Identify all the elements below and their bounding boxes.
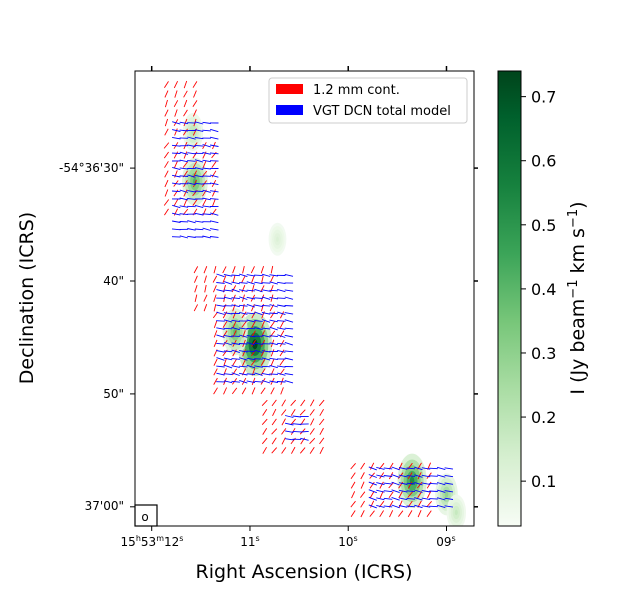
legend: 1.2 mm cont. VGT DCN total model bbox=[269, 78, 467, 123]
vector-7-126 bbox=[262, 366, 271, 367]
intensity-peak-4-level-4 bbox=[276, 237, 279, 242]
colorbar-tick-label-0: 0.1 bbox=[531, 472, 556, 491]
x-tick-label-3: 09s bbox=[436, 534, 455, 549]
vector-7-137 bbox=[269, 374, 278, 375]
colorbar-tick-label-2: 0.3 bbox=[531, 344, 556, 363]
vector-7-104 bbox=[247, 351, 256, 352]
vector-9-52 bbox=[429, 499, 438, 500]
vector-9-19 bbox=[429, 476, 438, 477]
vector-7-5 bbox=[254, 275, 263, 276]
vector-8-8 bbox=[300, 431, 309, 432]
y-tick-label-2: 50" bbox=[103, 387, 124, 401]
x-tick-label-2: 10s bbox=[338, 534, 357, 549]
colorbar-tick-label-4: 0.5 bbox=[531, 216, 556, 235]
colorbar-tick-label-6: 0.7 bbox=[531, 88, 556, 107]
y-tick-labels: -54°36'30" 40" 50" 37'00" bbox=[59, 161, 124, 513]
vector-7-27 bbox=[269, 290, 278, 291]
vector-7-115 bbox=[254, 359, 263, 360]
vector-7-49 bbox=[285, 306, 294, 307]
x-tick-labels: 15h53m12s 11s 10s 09s bbox=[121, 534, 456, 549]
vector-7-148 bbox=[277, 382, 286, 383]
colorbar-label: I (Jy beam−1 km s−1) bbox=[566, 201, 589, 394]
vector-9-41 bbox=[429, 491, 438, 492]
y-tick-label-0: -54°36'30" bbox=[59, 161, 124, 175]
x-axis-label: Right Ascension (ICRS) bbox=[196, 561, 413, 583]
legend-label-cont: 1.2 mm cont. bbox=[313, 83, 400, 98]
y-axis-label: Declination (ICRS) bbox=[16, 212, 38, 384]
y-tick-label-3: 37'00" bbox=[85, 499, 124, 513]
colorbar-gradient bbox=[498, 71, 521, 526]
vector-7-93 bbox=[239, 344, 248, 345]
x-tick-label-0: 15h53m12s bbox=[121, 534, 184, 549]
legend-label-vgt: VGT DCN total model bbox=[313, 104, 451, 119]
vector-7-16 bbox=[262, 283, 271, 284]
legend-swatch-vgt bbox=[276, 105, 303, 115]
colorbar-ticks: 0.1 0.2 0.3 0.4 0.5 0.6 0.7 bbox=[521, 88, 556, 492]
legend-swatch-cont bbox=[276, 84, 303, 94]
y-tick-label-1: 40" bbox=[103, 274, 124, 288]
vector-8-7 bbox=[293, 431, 302, 432]
colorbar-tick-label-3: 0.4 bbox=[531, 280, 556, 299]
vector-9-30 bbox=[429, 483, 438, 484]
vector-7-71 bbox=[224, 328, 233, 329]
vector-9-8 bbox=[429, 468, 438, 469]
x-tick-label-1: 11s bbox=[240, 534, 259, 549]
vector-7-38 bbox=[277, 298, 286, 299]
vector-7-82 bbox=[231, 336, 240, 337]
beam-symbol: o bbox=[141, 510, 148, 524]
intensity-peak-7-level-4 bbox=[455, 510, 458, 516]
colorbar-tick-label-5: 0.6 bbox=[531, 152, 556, 171]
vector-7-60 bbox=[216, 321, 225, 322]
vector-9-63 bbox=[429, 506, 438, 507]
colorbar-tick-label-1: 0.2 bbox=[531, 408, 556, 427]
colorbar: 0.1 0.2 0.3 0.4 0.5 0.6 0.7 I (Jy beam−1 km s−… bbox=[498, 71, 589, 526]
